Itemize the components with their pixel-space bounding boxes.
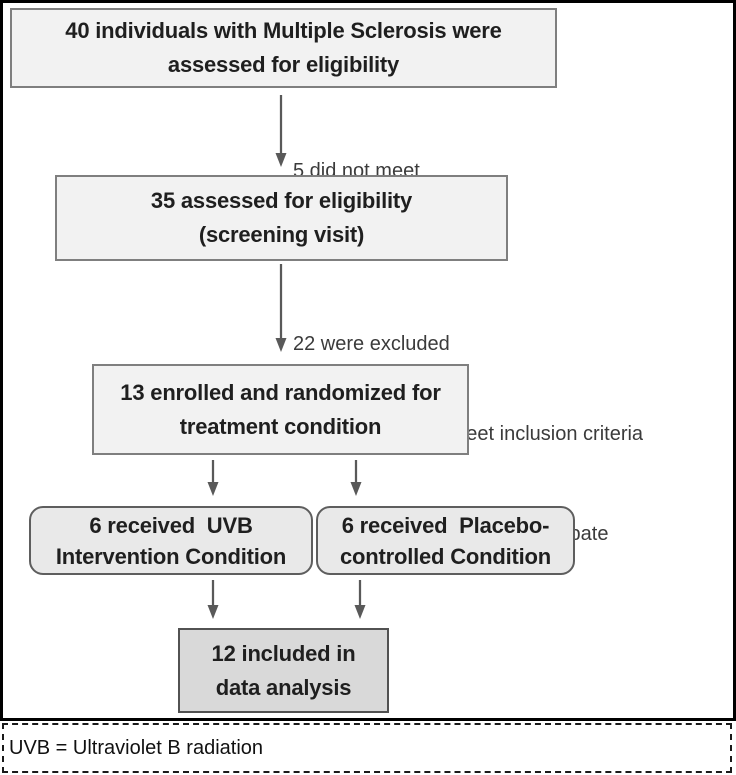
legend-box: UVB = Ultraviolet B radiation xyxy=(2,723,732,773)
node-data-analysis: 12 included in data analysis xyxy=(178,628,389,713)
node-uvb-intervention: 6 received UVB Intervention Condition xyxy=(29,506,313,575)
node-text-line: 6 received UVB xyxy=(89,512,253,538)
node-assessed-for-eligibility: 40 individuals with Multiple Sclerosis w… xyxy=(10,8,557,88)
node-text-line: 35 assessed for eligibility xyxy=(150,188,413,213)
node-text-line: 13 enrolled and randomized for xyxy=(120,379,441,405)
arrow-down-icon xyxy=(354,580,366,619)
node-text-line: 40 individuals with Multiple Sclerosis w… xyxy=(65,18,502,43)
node-text-line: controlled Condition xyxy=(339,543,552,569)
node-screening-visit: 35 assessed for eligibility (screening v… xyxy=(55,175,508,261)
edge-label-heading: 22 were excluded xyxy=(293,333,450,355)
node-text-line: treatment condition xyxy=(179,413,382,439)
arrow-down-icon xyxy=(207,580,219,619)
arrow-down-icon xyxy=(275,264,287,352)
node-enrolled-randomized: 13 enrolled and randomized for treatment… xyxy=(92,364,469,455)
arrow-down-icon xyxy=(207,460,219,496)
arrow-down-icon xyxy=(350,460,362,496)
node-text-line: data analysis xyxy=(215,674,352,700)
node-text-line: 12 included in xyxy=(211,640,356,666)
node-text-line: 6 received Placebo- xyxy=(341,512,550,538)
arrow-down-icon xyxy=(275,95,287,167)
node-text-line: (screening visit) xyxy=(198,222,365,247)
node-text-line: assessed for eligibility xyxy=(167,52,400,77)
node-placebo-controlled: 6 received Placebo- controlled Condition xyxy=(316,506,575,575)
flowchart-frame: 40 individuals with Multiple Sclerosis w… xyxy=(0,0,736,721)
legend-text: UVB = Ultraviolet B radiation xyxy=(9,736,264,759)
node-text-line: Intervention Condition xyxy=(55,543,287,569)
